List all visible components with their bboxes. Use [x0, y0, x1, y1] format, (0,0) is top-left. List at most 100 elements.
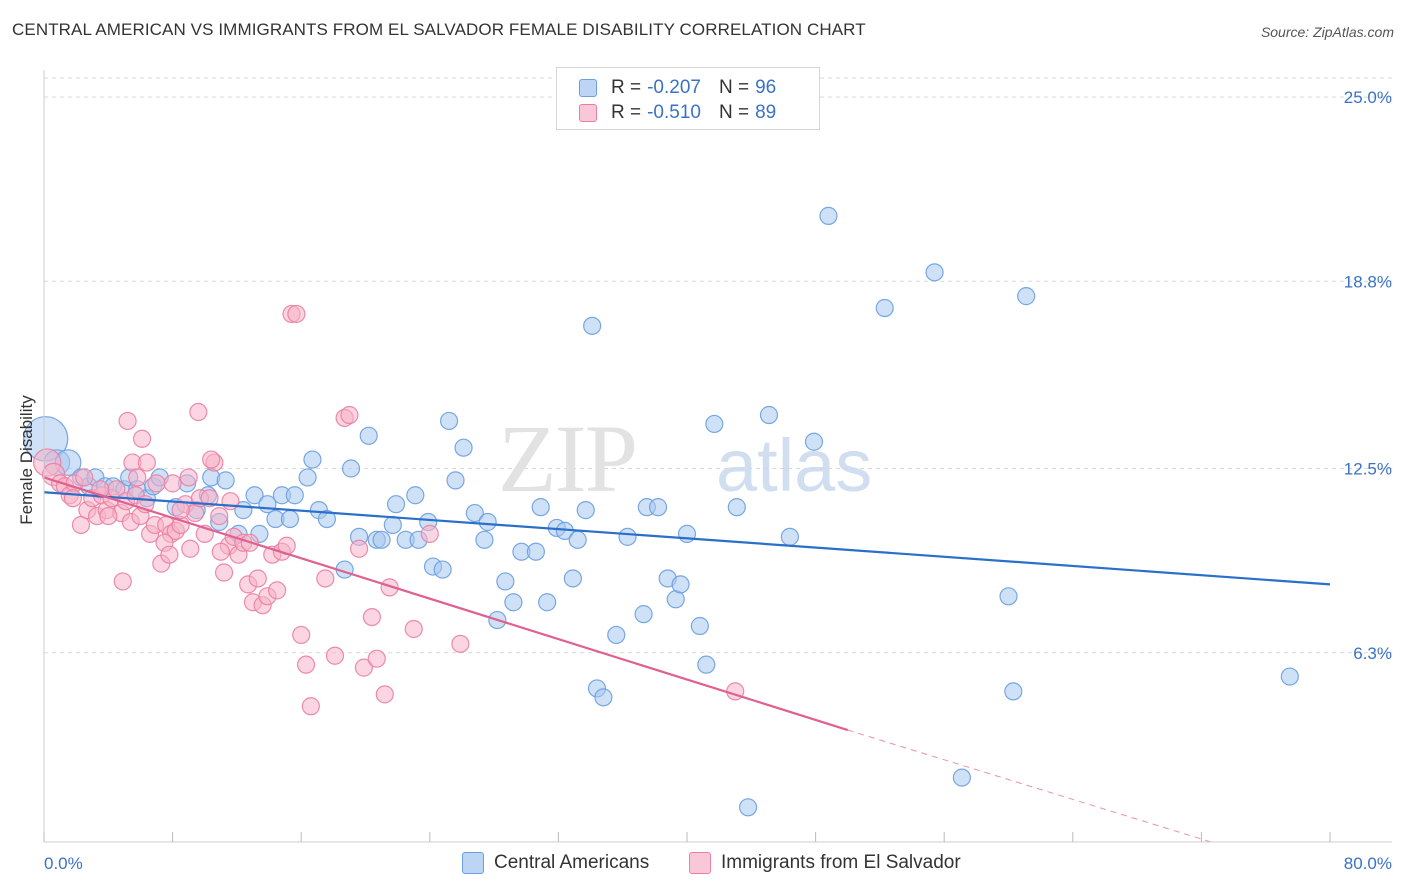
central-american-point — [317, 509, 337, 529]
central-american-point — [759, 405, 779, 425]
legend-n-label: N = — [718, 77, 750, 98]
central-american-point — [245, 486, 264, 505]
central-american-point — [341, 459, 361, 478]
legend-n-value: 89 — [755, 102, 777, 123]
central-american-point — [1004, 682, 1023, 701]
central-american-point — [303, 450, 322, 469]
central-american-point — [454, 438, 473, 457]
central-american-point — [618, 527, 637, 546]
central-american-point — [475, 530, 494, 549]
central-american-point — [690, 616, 709, 636]
central-americans-trend-line — [43, 491, 1331, 586]
legend-r-value: -0.207 — [647, 77, 701, 98]
el-salvador-point — [354, 658, 373, 677]
central-american-point — [478, 512, 497, 532]
el-salvador-point — [296, 655, 316, 674]
series-swatch-blue — [462, 852, 484, 874]
watermark-atlas: atlas — [716, 424, 872, 507]
y-tick-label: 6.3% — [1353, 644, 1392, 663]
central-american-point — [1280, 667, 1299, 686]
central-american-point — [607, 625, 626, 645]
points-layer — [22, 206, 1299, 817]
central-american-point — [563, 569, 582, 588]
central-american-point — [780, 527, 799, 546]
central-american-point — [634, 605, 653, 624]
el-salvador-point — [267, 581, 287, 600]
central-american-point — [386, 495, 406, 514]
series-legend-label: Immigrants from El Salvador — [721, 852, 961, 873]
x-tick-label-min: 0.0% — [44, 854, 83, 873]
axis-layer — [43, 70, 1392, 843]
el-salvador-point — [301, 697, 320, 716]
el-salvador-point — [75, 468, 94, 487]
el-salvador-point — [404, 619, 423, 639]
el-salvador-point — [340, 405, 359, 425]
central-american-point — [568, 530, 587, 549]
el-salvador-point — [160, 545, 179, 564]
el-salvador-point — [189, 402, 208, 422]
el-salvador-point — [132, 429, 152, 448]
central-american-point — [583, 316, 602, 335]
source-label: Source: ZipAtlas.com — [1260, 24, 1394, 40]
el-salvador-point — [113, 572, 132, 591]
central-american-point — [697, 655, 716, 674]
el-salvador-point — [420, 524, 439, 543]
central-american-point — [496, 572, 515, 591]
central-american-point — [298, 468, 317, 487]
el-salvador-point — [316, 569, 335, 588]
el-salvador-point — [362, 607, 382, 627]
correlation-legend: R = -0.207 N = 96 R = -0.510 N = 89 — [556, 67, 820, 130]
central-american-point — [999, 587, 1018, 606]
el-salvador-point — [118, 411, 137, 431]
central-american-point — [406, 486, 425, 505]
central-american-point — [504, 593, 523, 612]
el-salvador-point — [128, 468, 147, 487]
legend-n-label: N = — [718, 102, 750, 123]
legend-r-label: R = — [611, 102, 642, 123]
central-american-point — [727, 498, 746, 517]
y-tick-label: 18.8% — [1344, 272, 1392, 291]
central-american-point — [446, 471, 465, 490]
el-salvador-point — [202, 450, 221, 469]
el-salvador-point — [210, 506, 229, 526]
el-salvador-point — [163, 474, 182, 493]
central-american-point — [383, 515, 402, 535]
el-salvador-point — [287, 304, 306, 324]
central-american-point — [280, 509, 300, 529]
legend-r-label: R = — [611, 77, 642, 98]
central-american-point — [538, 593, 557, 612]
chart-title: CENTRAL AMERICAN VS IMMIGRANTS FROM EL S… — [12, 20, 866, 39]
central-american-point — [875, 298, 894, 318]
el-salvador-point — [214, 563, 234, 582]
tick-labels: 6.3% 12.5% 18.8% 25.0% 0.0% 80.0% — [44, 88, 1392, 873]
legend-row-central-americans: R = -0.207 N = 96 — [579, 76, 776, 100]
central-american-point — [433, 560, 452, 579]
y-tick-label: 25.0% — [1344, 88, 1392, 107]
legend-n-value: 96 — [755, 77, 777, 98]
el-salvador-point — [292, 625, 311, 645]
legend-swatch-pink — [579, 104, 597, 122]
el-salvador-point — [179, 468, 198, 487]
central-american-point — [705, 414, 724, 434]
el-salvador-point — [63, 489, 83, 508]
watermark: ZIP atlas — [498, 405, 872, 512]
y-axis-label: Female Disability — [17, 395, 36, 525]
central-american-point — [671, 575, 690, 594]
el-salvador-point — [248, 569, 267, 588]
central-american-point — [439, 411, 459, 431]
series-legend-central-americans: Central Americans — [462, 852, 649, 874]
el-salvador-point — [99, 506, 118, 526]
el-salvador-point — [349, 539, 369, 558]
grid-layer — [44, 77, 1392, 654]
el-salvador-point — [211, 542, 230, 561]
el-salvador-point — [171, 501, 190, 520]
el-salvador-point — [367, 649, 386, 668]
el-salvador-point — [451, 634, 470, 653]
watermark-zip: ZIP — [498, 405, 636, 512]
central-american-point — [819, 206, 838, 225]
central-american-point — [1017, 287, 1036, 306]
el-salvador-trend-extension — [847, 729, 1212, 843]
el-salvador-trend-line — [43, 476, 849, 732]
central-american-point — [804, 432, 824, 451]
